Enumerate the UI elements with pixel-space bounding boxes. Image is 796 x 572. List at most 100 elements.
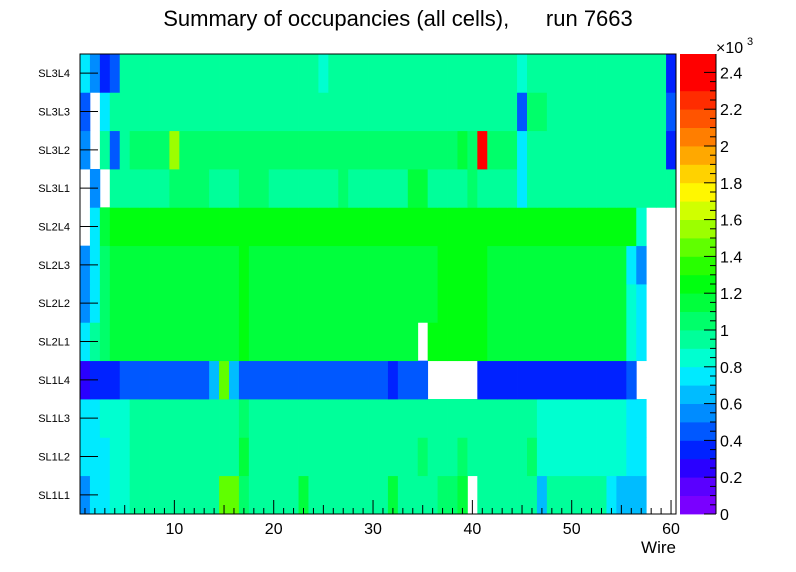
- palette-swatch: [680, 311, 716, 331]
- heatmap-cell: [387, 54, 399, 93]
- palette-swatch: [680, 90, 716, 110]
- heatmap-cell: [616, 245, 627, 285]
- heatmap-cell: [477, 437, 488, 477]
- heatmap-cell: [348, 284, 359, 323]
- heatmap-cell: [129, 245, 140, 285]
- heatmap-cell: [318, 322, 329, 362]
- heatmap-cell: [517, 92, 528, 132]
- heatmap-cell: [109, 437, 121, 477]
- heatmap-cell: [527, 322, 538, 362]
- heatmap-cell: [288, 322, 299, 362]
- heatmap-cell: [338, 437, 349, 477]
- heatmap-cell: [397, 245, 409, 285]
- heatmap-cell: [179, 360, 190, 400]
- heatmap-cell: [308, 284, 319, 323]
- heatmap-cell: [238, 169, 250, 208]
- heatmap-cell: [407, 207, 419, 247]
- heatmap-cell: [139, 54, 150, 93]
- heatmap-cell: [219, 92, 230, 132]
- heatmap-cell: [427, 322, 438, 362]
- heatmap-cell: [626, 399, 637, 438]
- heatmap-cell: [387, 245, 399, 285]
- heatmap-cell: [407, 92, 419, 132]
- heatmap-cell: [576, 92, 587, 132]
- heatmap-cell: [586, 245, 597, 285]
- heatmap-cell: [268, 169, 280, 208]
- heatmap-cell: [437, 207, 448, 247]
- heatmap-cell: [129, 360, 140, 400]
- heatmap-cell: [556, 207, 568, 247]
- heatmap-cell: [656, 92, 667, 132]
- heatmap-cell: [149, 284, 160, 323]
- heatmap-cell: [427, 169, 438, 208]
- heatmap-cell: [119, 475, 131, 515]
- heatmap-cell: [199, 284, 210, 323]
- heatmap-cell: [119, 360, 131, 400]
- palette-tick-label: 1.4: [720, 249, 742, 266]
- heatmap-cell: [397, 475, 409, 515]
- heatmap-cell: [437, 284, 448, 323]
- heatmap-cell: [328, 360, 339, 400]
- heatmap-cell: [417, 475, 429, 515]
- heatmap-cell: [636, 399, 647, 438]
- heatmap-cell: [278, 437, 289, 477]
- heatmap-cell: [189, 475, 200, 515]
- heatmap-cell: [328, 284, 339, 323]
- heatmap-cell: [179, 284, 190, 323]
- heatmap-cell: [586, 399, 597, 438]
- heatmap-cell: [368, 284, 379, 323]
- plot-frame: [79, 53, 677, 515]
- heatmap-cell: [149, 207, 160, 247]
- heatmap-cell: [248, 284, 260, 323]
- heatmap-cell: [527, 284, 538, 323]
- heatmap-cell: [129, 437, 140, 477]
- heatmap-cell: [566, 54, 578, 93]
- heatmap-cell: [109, 245, 121, 285]
- heatmap-cell: [248, 360, 260, 400]
- heatmap-cell: [507, 169, 518, 208]
- heatmap-cell: [169, 245, 180, 285]
- heatmap-cell: [596, 130, 607, 170]
- heatmap-cell: [397, 284, 409, 323]
- heatmap-cell: [358, 284, 369, 323]
- heatmap-cell: [626, 437, 637, 477]
- heatmap-cell: [397, 92, 409, 132]
- heatmap-cell: [397, 322, 409, 362]
- x-tick-label: 10: [165, 521, 183, 538]
- heatmap-cell: [248, 54, 260, 93]
- heatmap-cell: [536, 207, 548, 247]
- heatmap-cell: [477, 399, 488, 438]
- heatmap-cell: [248, 207, 260, 247]
- heatmap-cell: [109, 169, 121, 208]
- heatmap-cell: [536, 475, 548, 515]
- heatmap-cell: [517, 399, 528, 438]
- heatmap-cell: [278, 360, 289, 400]
- heatmap-cell: [467, 245, 478, 285]
- heatmap-cell: [407, 360, 419, 400]
- heatmap-cell: [626, 54, 637, 93]
- heatmap-cell: [546, 245, 558, 285]
- heatmap-cell: [477, 360, 488, 400]
- heatmap-cell: [407, 169, 419, 208]
- heatmap-cell: [308, 322, 319, 362]
- heatmap-cell: [358, 399, 369, 438]
- heatmap-cell: [457, 169, 468, 208]
- heatmap-cell: [556, 437, 568, 477]
- heatmap-cell: [109, 360, 121, 400]
- heatmap-cell: [119, 54, 131, 93]
- heatmap-cell: [586, 360, 597, 400]
- heatmap-cell: [656, 130, 667, 170]
- palette-swatch: [680, 274, 716, 294]
- heatmap-cell: [576, 54, 587, 93]
- heatmap-cell: [278, 475, 289, 515]
- heatmap-cell: [606, 130, 617, 170]
- heatmap-cell: [328, 92, 339, 132]
- heatmap-cell: [338, 284, 349, 323]
- heatmap-cell: [238, 130, 250, 170]
- heatmap-cell: [437, 475, 448, 515]
- heatmap-cell: [487, 130, 498, 170]
- heatmap-cell: [457, 207, 468, 247]
- heatmap-cell: [298, 322, 309, 362]
- heatmap-cell: [397, 360, 409, 400]
- heatmap-cell: [258, 54, 270, 93]
